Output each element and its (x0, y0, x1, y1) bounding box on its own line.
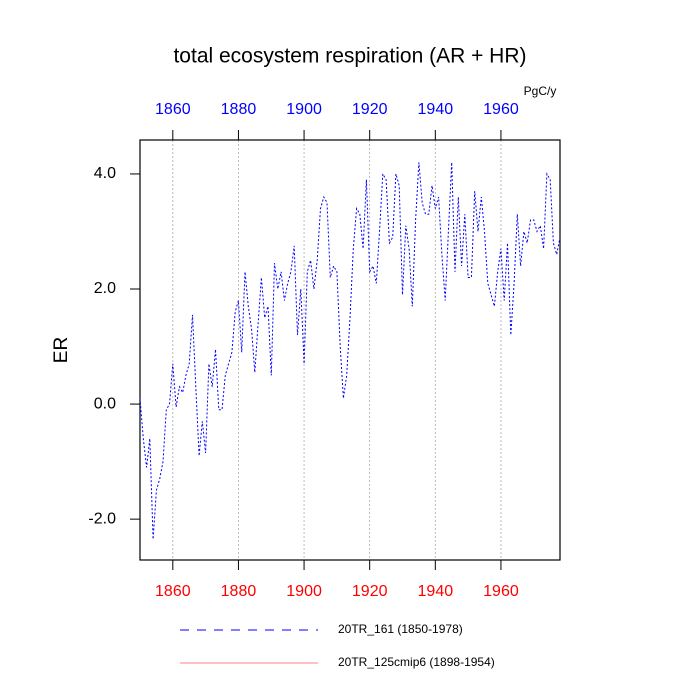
y-axis-label: ER (51, 337, 72, 363)
chart-title: total ecosystem respiration (AR + HR) (173, 45, 526, 68)
x-tick-label: 1960 (483, 583, 519, 600)
plot-frame (139, 139, 561, 561)
legend-label: 20TR_161 (1850-1978) (338, 622, 463, 636)
data-line (139, 162, 561, 540)
x-top-tick-label: 1900 (286, 101, 322, 118)
x-top-tick-label: 1940 (418, 101, 454, 118)
x-tick-label: 1900 (286, 583, 322, 600)
x-top-tick-label: 1960 (483, 101, 519, 118)
y-tick-label: 4.0 (94, 165, 116, 182)
x-tick-label: 1940 (418, 583, 454, 600)
x-top-tick-label: 1920 (352, 101, 388, 118)
y-tick-label: 2.0 (94, 280, 116, 297)
y-tick-label: 0.0 (94, 395, 116, 412)
units-label: PgC/y (524, 84, 557, 98)
x-top-tick-label: 1860 (155, 101, 191, 118)
y-tick-label: -2.0 (88, 510, 116, 527)
x-top-tick-label: 1880 (221, 101, 257, 118)
x-tick-label: 1860 (155, 583, 191, 600)
legend-label: 20TR_125cmip6 (1898-1954) (338, 655, 495, 669)
x-tick-label: 1920 (352, 583, 388, 600)
x-tick-label: 1880 (221, 583, 257, 600)
